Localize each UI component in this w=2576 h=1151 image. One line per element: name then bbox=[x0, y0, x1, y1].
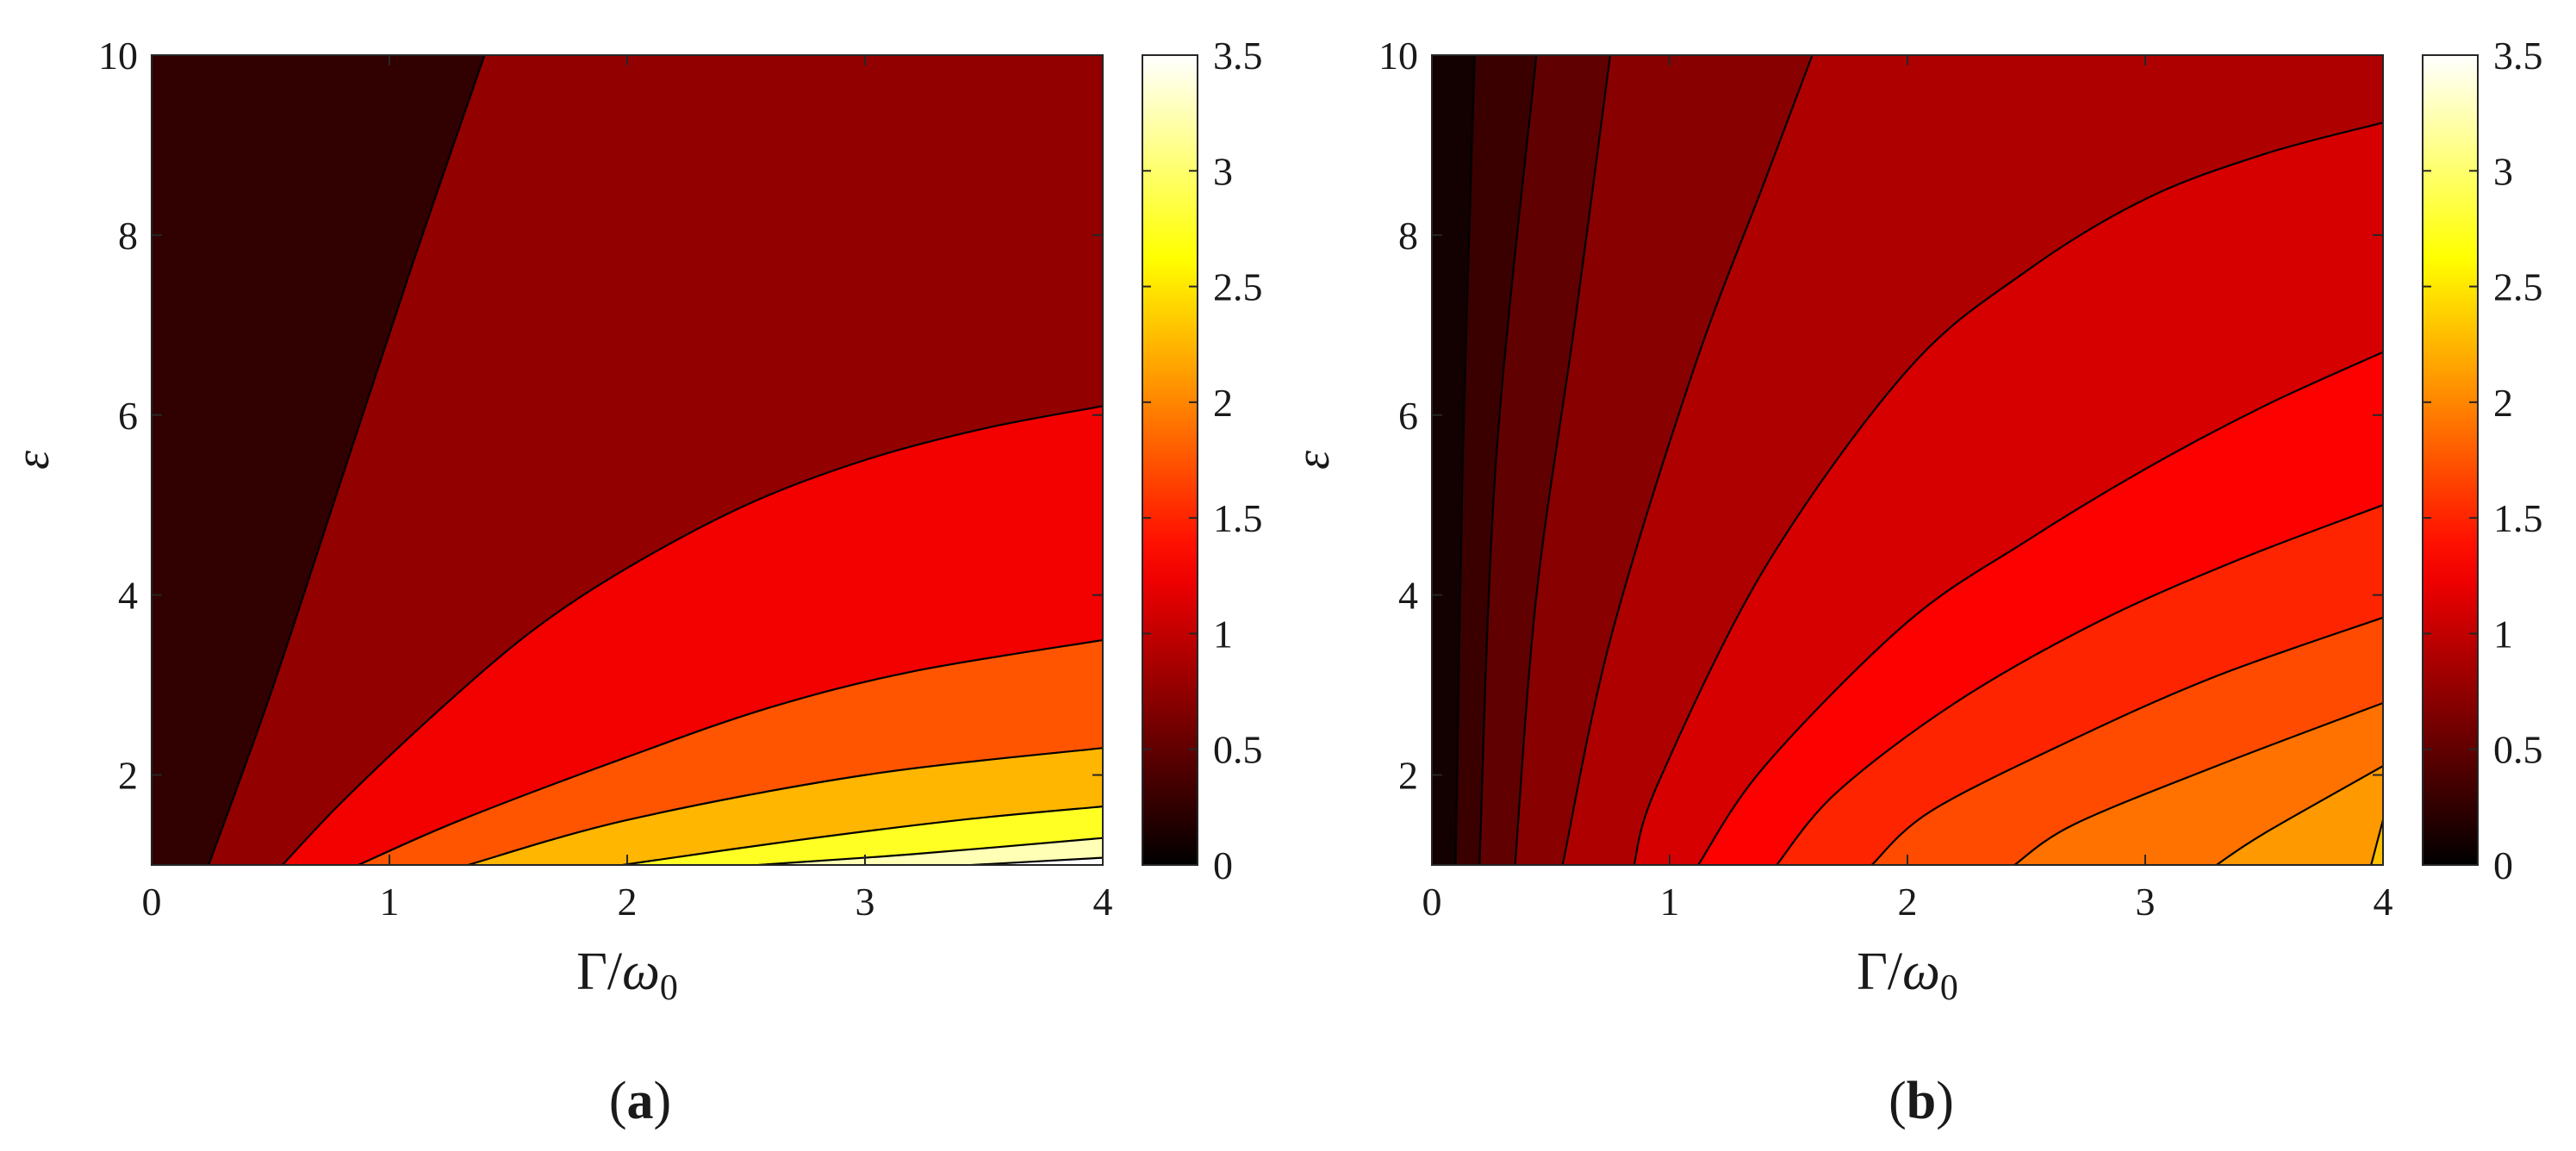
x-tick-label: 2 bbox=[618, 880, 638, 924]
colorbar-tick-label: 2 bbox=[1213, 381, 1233, 425]
colorbar-scale bbox=[2422, 54, 2479, 866]
y-tick-label: 4 bbox=[1398, 574, 1418, 618]
y-tick-label: 4 bbox=[118, 574, 138, 618]
y-axis-label: ε bbox=[6, 450, 59, 470]
y-tick-label: 6 bbox=[1398, 394, 1418, 438]
x-tick-label: 2 bbox=[1898, 880, 1918, 924]
colorbar: 0 0.5 1 1.5 2 2.5 3 3.5 bbox=[1142, 34, 1263, 887]
x-tick-label: 3 bbox=[2136, 880, 2156, 924]
contour-line bbox=[622, 806, 1103, 865]
colorbar-tick-label: 2.5 bbox=[2493, 265, 2543, 309]
x-tick-label: 0 bbox=[142, 880, 162, 924]
panel-label: (a) bbox=[609, 1072, 671, 1130]
contour-line bbox=[1454, 55, 1476, 865]
panel-a: 0 1 2 3 4 2 4 6 8 10 Γ/ω0 ε 0 0.5 1 1.5 2 2.5 3 3.5 (a) bbox=[6, 34, 1263, 1130]
contour-line bbox=[281, 405, 1103, 865]
contour-line bbox=[358, 638, 1103, 865]
colorbar-tick-label: 0 bbox=[1213, 843, 1233, 887]
x-axis-label: Γ/ω0 bbox=[1857, 943, 1958, 1008]
colorbar-tick-label: 0 bbox=[2493, 843, 2513, 887]
contour-line bbox=[467, 747, 1103, 865]
contour-area bbox=[1432, 55, 2383, 865]
colorbar-tick-label: 1 bbox=[2493, 612, 2513, 656]
colorbar: 0 0.5 1 1.5 2 2.5 3 3.5 bbox=[2422, 34, 2543, 887]
contour-line bbox=[1514, 55, 1612, 865]
contour-line bbox=[2013, 701, 2383, 865]
panel-b: 0 1 2 3 4 2 4 6 8 10 Γ/ω0 ε 0 0.5 1 1.5 2 2.5 3 3.5 (b) bbox=[1286, 34, 2543, 1130]
colorbar-tick-label: 0.5 bbox=[2493, 728, 2543, 772]
y-tick-label: 2 bbox=[118, 754, 138, 798]
contour-line bbox=[757, 837, 1103, 865]
x-tick-label: 1 bbox=[1660, 880, 1680, 924]
x-tick-label: 3 bbox=[856, 880, 875, 924]
contour-band bbox=[2216, 766, 2383, 865]
colorbar-tick-label: 3.5 bbox=[1213, 34, 1263, 78]
contour-line bbox=[1870, 616, 2383, 865]
colorbar-tick-label: 3 bbox=[2493, 149, 2513, 193]
colorbar-tick-label: 2.5 bbox=[1213, 265, 1263, 309]
contour-band bbox=[757, 837, 1103, 865]
colorbar-tick-label: 3.5 bbox=[2493, 34, 2543, 78]
y-tick-label: 8 bbox=[1398, 214, 1418, 258]
colorbar-tick-label: 1 bbox=[1213, 612, 1233, 656]
colorbar-tick-label: 3 bbox=[1213, 149, 1233, 193]
y-tick-label: 10 bbox=[98, 34, 138, 78]
x-tick-label: 0 bbox=[1422, 880, 1442, 924]
x-axis-label: Γ/ω0 bbox=[576, 943, 678, 1008]
x-tick-label: 4 bbox=[1093, 880, 1113, 924]
y-tick-label: 10 bbox=[1378, 34, 1418, 78]
y-tick-label: 6 bbox=[118, 394, 138, 438]
colorbar-scale bbox=[1142, 54, 1198, 866]
panel-label: (b) bbox=[1888, 1072, 1954, 1130]
contour-line bbox=[1697, 351, 2383, 865]
contour-line bbox=[2216, 765, 2383, 865]
x-tick-label: 1 bbox=[380, 880, 400, 924]
contour-line bbox=[1776, 504, 2383, 865]
x-tick-label: 4 bbox=[2374, 880, 2393, 924]
colorbar-tick-label: 1.5 bbox=[1213, 496, 1263, 540]
colorbar-tick-label: 1.5 bbox=[2493, 496, 2543, 540]
y-axis-label: ε bbox=[1286, 450, 1340, 470]
contour-line bbox=[208, 55, 486, 865]
contour-line bbox=[1561, 55, 1814, 865]
contour-area bbox=[152, 55, 1103, 865]
contour-line bbox=[1478, 55, 1538, 865]
y-tick-label: 8 bbox=[118, 214, 138, 258]
colorbar-tick-label: 2 bbox=[2493, 381, 2513, 425]
y-tick-label: 2 bbox=[1398, 754, 1418, 798]
colorbar-tick-label: 0.5 bbox=[1213, 728, 1263, 772]
contour-line bbox=[1633, 121, 2383, 865]
